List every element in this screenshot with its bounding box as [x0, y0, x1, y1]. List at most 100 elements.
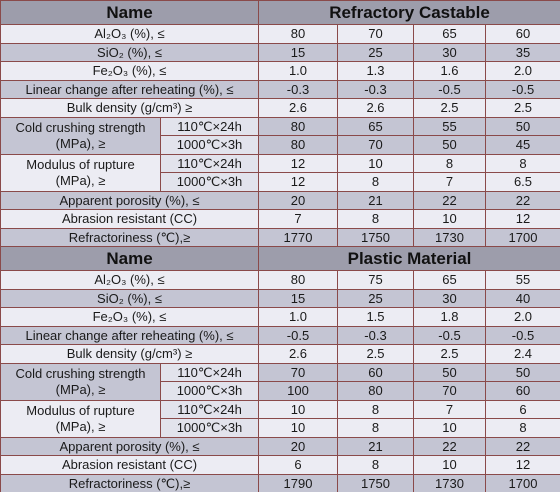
value-cell: 6: [258, 455, 338, 475]
value-cell: 70: [413, 381, 486, 401]
header-row: Name Plastic Material: [0, 246, 560, 271]
header-product: Refractory Castable: [258, 0, 560, 25]
data-row: Al₂O₃ (%), ≤80 70 65 60: [0, 24, 560, 44]
header-product: Plastic Material: [258, 246, 560, 271]
value-cell: 8: [337, 418, 414, 438]
value-cell: 1750: [337, 473, 414, 492]
value-cell: 15: [258, 42, 338, 62]
value-cell: 22: [485, 190, 560, 210]
value-cell: 8: [485, 418, 560, 438]
value-cell: 50: [413, 362, 486, 382]
value-cell: 8: [485, 153, 560, 173]
value-cell: 80: [337, 381, 414, 401]
value-cell: 1.3: [337, 61, 414, 81]
value-cell: 2.4: [485, 344, 560, 364]
value-cell: 1730: [413, 473, 486, 492]
value-cell: 10: [413, 418, 486, 438]
condition: 1000℃×3h: [160, 135, 259, 155]
row-label: Al₂O₃ (%), ≤: [0, 24, 259, 44]
row-label: Fe₂O₃ (%), ≤: [0, 307, 259, 327]
value-cell: 75: [337, 270, 414, 290]
label-line: (MPa), ≥: [55, 418, 106, 434]
sub-row: Cold crushing strength (MPa), ≥110℃×24h 80…: [0, 116, 560, 155]
sub-row: Cold crushing strength (MPa), ≥110℃×24h 70…: [0, 362, 560, 401]
header-name: Name: [0, 246, 259, 271]
value-cell: 8: [337, 172, 414, 192]
value-cell: 50: [485, 116, 560, 136]
value-cell: 10: [413, 455, 486, 475]
data-row: Abrasion resistant (CC) 6 8 10 12: [0, 455, 560, 475]
data-row: Abrasion resistant (CC) 7 8 10 12: [0, 209, 560, 229]
row-label: Al₂O₃ (%), ≤: [0, 270, 259, 290]
value-cell: 2.0: [485, 61, 560, 81]
row-label: Refractoriness (℃),≥: [0, 227, 259, 247]
value-cell: -0.3: [337, 79, 414, 99]
value-cell: 30: [413, 42, 486, 62]
value-cell: -0.5: [258, 325, 338, 345]
data-row: Apparent porosity (%), ≤20 21 22 22: [0, 436, 560, 456]
row-label: Cold crushing strength (MPa), ≥: [0, 116, 161, 155]
value-cell: 35: [485, 42, 560, 62]
row-label: Linear change after reheating (%), ≤: [0, 325, 259, 345]
row-label: Linear change after reheating (%), ≤: [0, 79, 259, 99]
value-cell: 1730: [413, 227, 486, 247]
data-row: SiO₂ (%), ≤15 25 30 40: [0, 288, 560, 308]
value-cell: 25: [337, 42, 414, 62]
value-cell: 100: [258, 381, 338, 401]
value-cell: 70: [337, 135, 414, 155]
row-label: SiO₂ (%), ≤: [0, 288, 259, 308]
data-row: Apparent porosity (%), ≤20 21 22 22: [0, 190, 560, 210]
value-cell: 70: [258, 362, 338, 382]
condition: 1000℃×3h: [160, 418, 259, 438]
value-cell: 12: [258, 153, 338, 173]
value-cell: 70: [337, 24, 414, 44]
header-row: Name Refractory Castable: [0, 0, 560, 25]
value-cell: 2.5: [413, 98, 486, 118]
value-cell: 80: [258, 135, 338, 155]
value-cell: 25: [337, 288, 414, 308]
value-cell: 50: [485, 362, 560, 382]
value-cell: 22: [413, 190, 486, 210]
value-cell: 2.6: [258, 344, 338, 364]
data-row: Refractoriness (℃),≥ 1770 1750 1730 1700: [0, 227, 560, 247]
row-label: Bulk density (g/cm³) ≥: [0, 98, 259, 118]
value-cell: 10: [337, 153, 414, 173]
value-cell: 2.0: [485, 307, 560, 327]
value-cell: 6.5: [485, 172, 560, 192]
value-cell: 10: [413, 209, 486, 229]
condition: 1000℃×3h: [160, 381, 259, 401]
value-cell: -0.3: [258, 79, 338, 99]
value-cell: -0.3: [337, 325, 414, 345]
value-cell: 1.8: [413, 307, 486, 327]
data-row: Al₂O₃ (%), ≤80 75 65 55: [0, 270, 560, 290]
data-row: Linear change after reheating (%), ≤ -0.3…: [0, 79, 560, 99]
value-cell: 2.6: [258, 98, 338, 118]
data-row: Fe₂O₃ (%), ≤1.0 1.3 1.6 2.0: [0, 61, 560, 81]
condition: 110℃×24h: [160, 153, 259, 173]
data-row: SiO₂ (%), ≤15 25 30 35: [0, 42, 560, 62]
value-cell: 20: [258, 190, 338, 210]
value-cell: 80: [258, 116, 338, 136]
value-cell: 20: [258, 436, 338, 456]
header-name: Name: [0, 0, 259, 25]
label-line: (MPa), ≥: [55, 172, 106, 188]
data-row: Fe₂O₃ (%), ≤1.0 1.5 1.8 2.0: [0, 307, 560, 327]
value-cell: 40: [485, 288, 560, 308]
value-cell: 22: [413, 436, 486, 456]
data-row: Bulk density (g/cm³) ≥2.6 2.6 2.5 2.5: [0, 98, 560, 118]
row-label: SiO₂ (%), ≤: [0, 42, 259, 62]
value-cell: 55: [485, 270, 560, 290]
data-row: Bulk density (g/cm³) ≥2.6 2.5 2.5 2.4: [0, 344, 560, 364]
value-cell: 1700: [485, 473, 560, 492]
value-cell: 1.0: [258, 307, 338, 327]
data-row: Linear change after reheating (%), ≤ -0.5…: [0, 325, 560, 345]
data-row: Refractoriness (℃),≥ 1790 1750 1730 1700: [0, 473, 560, 492]
row-label: Apparent porosity (%), ≤: [0, 190, 259, 210]
condition: 1000℃×3h: [160, 172, 259, 192]
row-label: Abrasion resistant (CC): [0, 455, 259, 475]
value-cell: 10: [258, 399, 338, 419]
value-cell: 8: [337, 209, 414, 229]
